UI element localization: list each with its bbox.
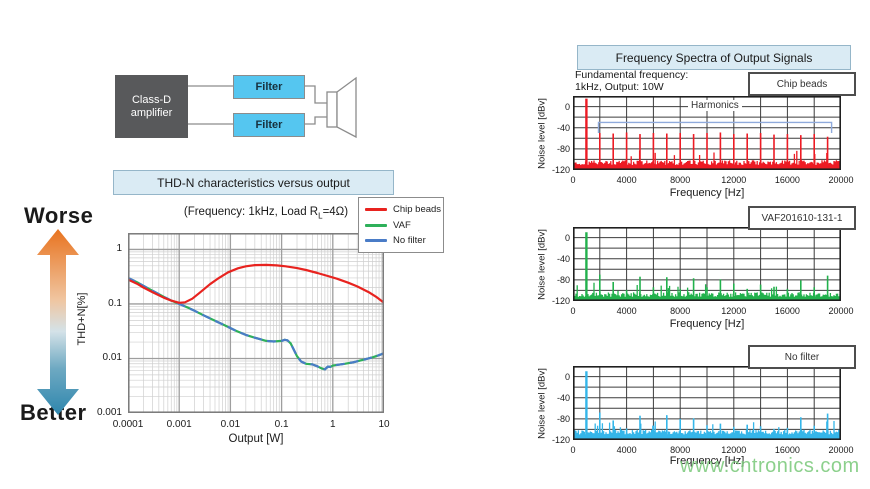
filter-bottom-label: Filter <box>255 119 283 131</box>
spectrum-y-tick: 0 <box>564 232 570 243</box>
spectrum-plot-vaf <box>573 227 841 301</box>
spectrum2-x-axis-label: Frequency [Hz] <box>669 318 745 330</box>
worse-better-gradient-arrow-icon <box>37 229 79 415</box>
legend-item-vaf: VAF <box>365 220 443 231</box>
harmonics-annotation: Harmonics <box>688 100 742 111</box>
spectrum-x-tick: 16000 <box>774 445 800 455</box>
thd-x-tick: 0.0001 <box>112 419 144 430</box>
legend-label-vaf: VAF <box>393 219 411 231</box>
spectra-condition-line2: 1kHz, Output: 10W <box>575 81 664 93</box>
spectrum-x-tick: 20000 <box>828 445 854 455</box>
spectrum-y-tick: -40 <box>556 253 570 264</box>
spectrum-y-tick: 0 <box>564 371 570 382</box>
legend-label-chip-beads: Chip beads <box>393 204 442 216</box>
worse-label: Worse <box>24 203 94 228</box>
spectrum-x-tick: 4000 <box>616 306 637 316</box>
thd-x-tick: 0.1 <box>274 419 289 430</box>
spectrum-plot-chip-beads <box>573 96 841 170</box>
spectrum2-x-ticks: 0 4000 8000 12000 16000 20000 <box>570 306 853 318</box>
diagram-connector-lines <box>188 76 357 139</box>
thd-x-tick: 10 <box>378 419 390 430</box>
thd-x-tick: 0.001 <box>166 419 192 430</box>
thd-section-title: THD-N characteristics versus output <box>113 170 394 195</box>
spectrum3-x-ticks: 0 4000 8000 12000 16000 20000 <box>570 445 853 457</box>
filter-block-top: Filter <box>233 75 305 99</box>
spectrum-x-tick: 4000 <box>616 175 637 185</box>
amplifier-label-line2: amplifier <box>130 106 173 119</box>
spectrum-y-tick: 0 <box>564 101 570 112</box>
spectrum-y-tick: -40 <box>556 122 570 133</box>
spectrum-x-tick: 0 <box>570 306 576 316</box>
spectrum-y-tick: -120 <box>551 435 570 445</box>
spectrum-label-no-filter: No filter <box>748 345 856 369</box>
thd-y-tick: 0.001 <box>96 407 122 418</box>
spectrum-label-vaf-text: VAF201610-131-1 <box>761 212 843 224</box>
spectrum-y-tick: -80 <box>556 143 570 154</box>
thd-x-tick: 0.01 <box>220 419 241 430</box>
thd-conditions: (Frequency: 1kHz, Load RL=4Ω) <box>131 206 401 220</box>
thd-plot <box>128 233 384 413</box>
filter-block-bottom: Filter <box>233 113 305 137</box>
vaf-line-swatch <box>365 223 387 227</box>
no-filter-line-swatch <box>365 238 387 242</box>
spectrum-plot-no-filter <box>573 366 841 440</box>
spectrum-x-tick: 16000 <box>774 306 800 316</box>
spectrum3-y-ticks: 0 -40 -80 -120 <box>542 366 570 445</box>
thd-y-tick: 1 <box>116 243 122 255</box>
class-d-amplifier-block: Class-D amplifier <box>115 75 188 138</box>
thd-conditions-prefix: (Frequency: 1kHz, Load R <box>183 206 319 218</box>
legend-label-no-filter: No filter <box>393 234 426 246</box>
spectrum-label-no-filter-text: No filter <box>784 351 820 363</box>
spectrum-label-chip-beads-text: Chip beads <box>776 78 828 90</box>
spectrum-x-tick: 0 <box>570 175 576 185</box>
thd-y-axis-ticks: 1 0.1 0.01 0.001 <box>84 233 122 418</box>
spectrum-x-tick: 8000 <box>670 175 691 185</box>
spectrum-x-tick: 8000 <box>670 445 691 455</box>
spectrum-x-tick: 12000 <box>721 306 747 316</box>
spectra-section-title: Frequency Spectra of Output Signals <box>577 45 851 70</box>
spectra-title-text: Frequency Spectra of Output Signals <box>615 50 813 65</box>
spectrum-y-tick: -120 <box>551 165 570 175</box>
thd-x-axis-ticks: 0.0001 0.001 0.01 0.1 1 10 <box>113 419 390 433</box>
thd-title-text: THD-N characteristics versus output <box>157 175 350 190</box>
spectrum-y-tick: -80 <box>556 413 570 424</box>
spectrum-x-tick: 20000 <box>828 175 854 185</box>
thd-x-axis-label: Output [W] <box>228 433 284 445</box>
spectrum-label-chip-beads: Chip beads <box>748 72 856 96</box>
legend-item-no-filter: No filter <box>365 235 443 246</box>
amplifier-label-line1: Class-D <box>131 93 172 106</box>
speaker-icon <box>326 91 338 128</box>
thd-x-tick: 1 <box>330 419 336 430</box>
filter-top-label: Filter <box>255 81 283 93</box>
spectrum-y-tick: -40 <box>556 392 570 403</box>
chip-beads-line-swatch <box>365 208 387 212</box>
spectrum-y-tick: -80 <box>556 274 570 285</box>
spectrum-x-tick: 16000 <box>774 175 800 185</box>
spectrum-x-tick: 4000 <box>616 445 637 455</box>
spectrum-y-tick: -120 <box>551 296 570 306</box>
spectrum-x-tick: 12000 <box>721 445 747 455</box>
spectrum2-y-ticks: 0 -40 -80 -120 <box>542 227 570 306</box>
thd-conditions-subscript: L <box>318 211 323 221</box>
spectrum1-x-axis-label: Frequency [Hz] <box>669 187 745 199</box>
legend-item-chip-beads: Chip beads <box>365 204 443 215</box>
spectrum-x-tick: 8000 <box>670 306 691 316</box>
spectrum1-y-ticks: 0 -40 -80 -120 <box>542 96 570 175</box>
spectrum1-x-ticks: 0 4000 8000 12000 16000 20000 <box>570 175 853 187</box>
thd-legend: Chip beads VAF No filter <box>358 197 444 253</box>
thd-y-tick: 0.1 <box>108 297 122 309</box>
thd-y-tick: 0.01 <box>102 352 122 364</box>
spectrum-x-tick: 20000 <box>828 306 854 316</box>
spectra-condition-line1: Fundamental frequency: <box>575 69 689 81</box>
watermark-text: www.cntronics.com <box>680 455 860 477</box>
thd-conditions-suffix: =4Ω) <box>322 206 349 218</box>
spectrum-label-vaf: VAF201610-131-1 <box>748 206 856 230</box>
spectrum-x-tick: 12000 <box>721 175 747 185</box>
spectrum3-x-axis-label: Frequency [Hz] <box>669 455 745 467</box>
spectrum-x-tick: 0 <box>570 445 576 455</box>
